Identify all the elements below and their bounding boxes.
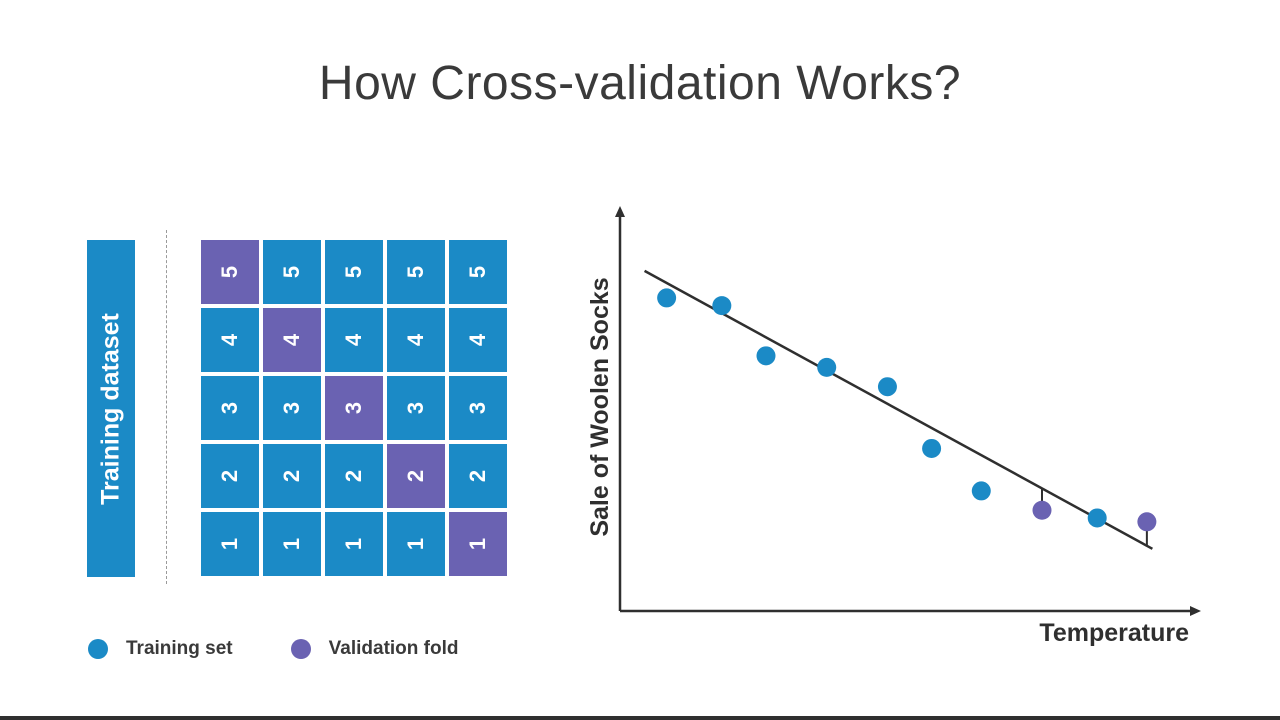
fold-cell-training: 4 [387, 308, 445, 372]
fold-cell-validation: 1 [449, 512, 507, 576]
fold-cell-training: 1 [263, 512, 321, 576]
training-point [657, 288, 677, 308]
fold-cell-training: 4 [325, 308, 383, 372]
fold-cell-training: 3 [201, 376, 259, 440]
fold-number: 2 [403, 469, 428, 483]
fold-number: 2 [465, 469, 490, 483]
x-axis-label: Temperature [1039, 619, 1189, 647]
chart-axes [615, 206, 1201, 616]
y-axis-label: Sale of Woolen Socks [586, 277, 614, 536]
legend-training-label: Training set [126, 638, 233, 659]
fold-number: 4 [403, 333, 428, 347]
validation-dot-icon [290, 639, 311, 659]
fold-number: 4 [465, 333, 490, 347]
fold-cell-training: 4 [449, 308, 507, 372]
dashed-divider [166, 230, 167, 584]
fold-number: 4 [217, 333, 242, 347]
fold-number: 1 [341, 537, 366, 551]
fold-number: 1 [217, 537, 242, 551]
fold-number: 1 [403, 537, 428, 551]
fold-cell-training: 1 [387, 512, 445, 576]
y-axis-arrow-icon [615, 206, 625, 217]
fold-number: 5 [465, 265, 490, 279]
fold-number: 2 [217, 469, 242, 483]
training-dataset-label: Training dataset [96, 312, 125, 505]
fold-cell-training: 1 [325, 512, 383, 576]
fold-cell-training: 3 [449, 376, 507, 440]
training-point [922, 438, 942, 458]
fold-cell-validation: 2 [387, 444, 445, 508]
fold-cell-training: 5 [263, 240, 321, 304]
fold-number: 5 [341, 265, 366, 279]
fold-cell-training: 2 [449, 444, 507, 508]
fold-number: 1 [279, 537, 304, 551]
fold-number: 4 [279, 333, 304, 347]
training-point [1087, 508, 1107, 528]
fold-number: 4 [341, 333, 366, 347]
fold-number: 3 [217, 401, 242, 415]
validation-point [1032, 500, 1052, 520]
fold-number: 2 [341, 469, 366, 483]
training-point [712, 296, 732, 316]
fold-cell-training: 1 [201, 512, 259, 576]
fold-cell-training: 3 [263, 376, 321, 440]
fold-number: 2 [279, 469, 304, 483]
slide-title: How Cross-validation Works? [318, 57, 962, 110]
fold-number: 1 [465, 537, 490, 551]
fold-grid: 5 5 5 5 5 4 4 4 4 4 3 3 3 3 3 2 2 2 2 2 1 1 1 1 1 [201, 240, 507, 578]
fold-cell-training: 2 [201, 444, 259, 508]
validation-point [1137, 512, 1157, 532]
bottom-rule [0, 716, 1280, 720]
legend-item-training: Training set [88, 638, 233, 660]
training-point [971, 481, 991, 501]
regression-line [643, 269, 1154, 550]
fold-cell-training: 5 [449, 240, 507, 304]
fold-cell-validation: 3 [325, 376, 383, 440]
fold-number: 5 [279, 265, 304, 279]
training-dataset-bar: Training dataset [87, 240, 135, 577]
fold-cell-training: 2 [263, 444, 321, 508]
fold-cell-training: 3 [387, 376, 445, 440]
fold-cell-training: 5 [325, 240, 383, 304]
training-point [877, 377, 897, 397]
fold-number: 3 [403, 401, 428, 415]
fold-number: 3 [341, 401, 366, 415]
fold-cell-training: 4 [201, 308, 259, 372]
fold-number: 5 [403, 265, 428, 279]
training-dot-icon [88, 639, 108, 659]
points-group [657, 288, 1157, 532]
legend-validation-label: Validation fold [328, 638, 459, 659]
fold-number: 3 [279, 401, 304, 415]
legend-item-validation: Validation fold [290, 638, 459, 660]
scatter-chart: Temperature Sale of Woolen Socks [586, 206, 1201, 647]
training-point [756, 346, 776, 366]
fold-cell-validation: 5 [201, 240, 259, 304]
fold-cell-training: 2 [325, 444, 383, 508]
x-axis-arrow-icon [1190, 606, 1201, 616]
training-point [817, 357, 837, 377]
legend: Training set Validation fold [88, 636, 516, 662]
fold-number: 5 [217, 265, 242, 279]
fold-cell-validation: 4 [263, 308, 321, 372]
fit-line-group [643, 269, 1154, 550]
fold-number: 3 [465, 401, 490, 415]
fold-cell-training: 5 [387, 240, 445, 304]
